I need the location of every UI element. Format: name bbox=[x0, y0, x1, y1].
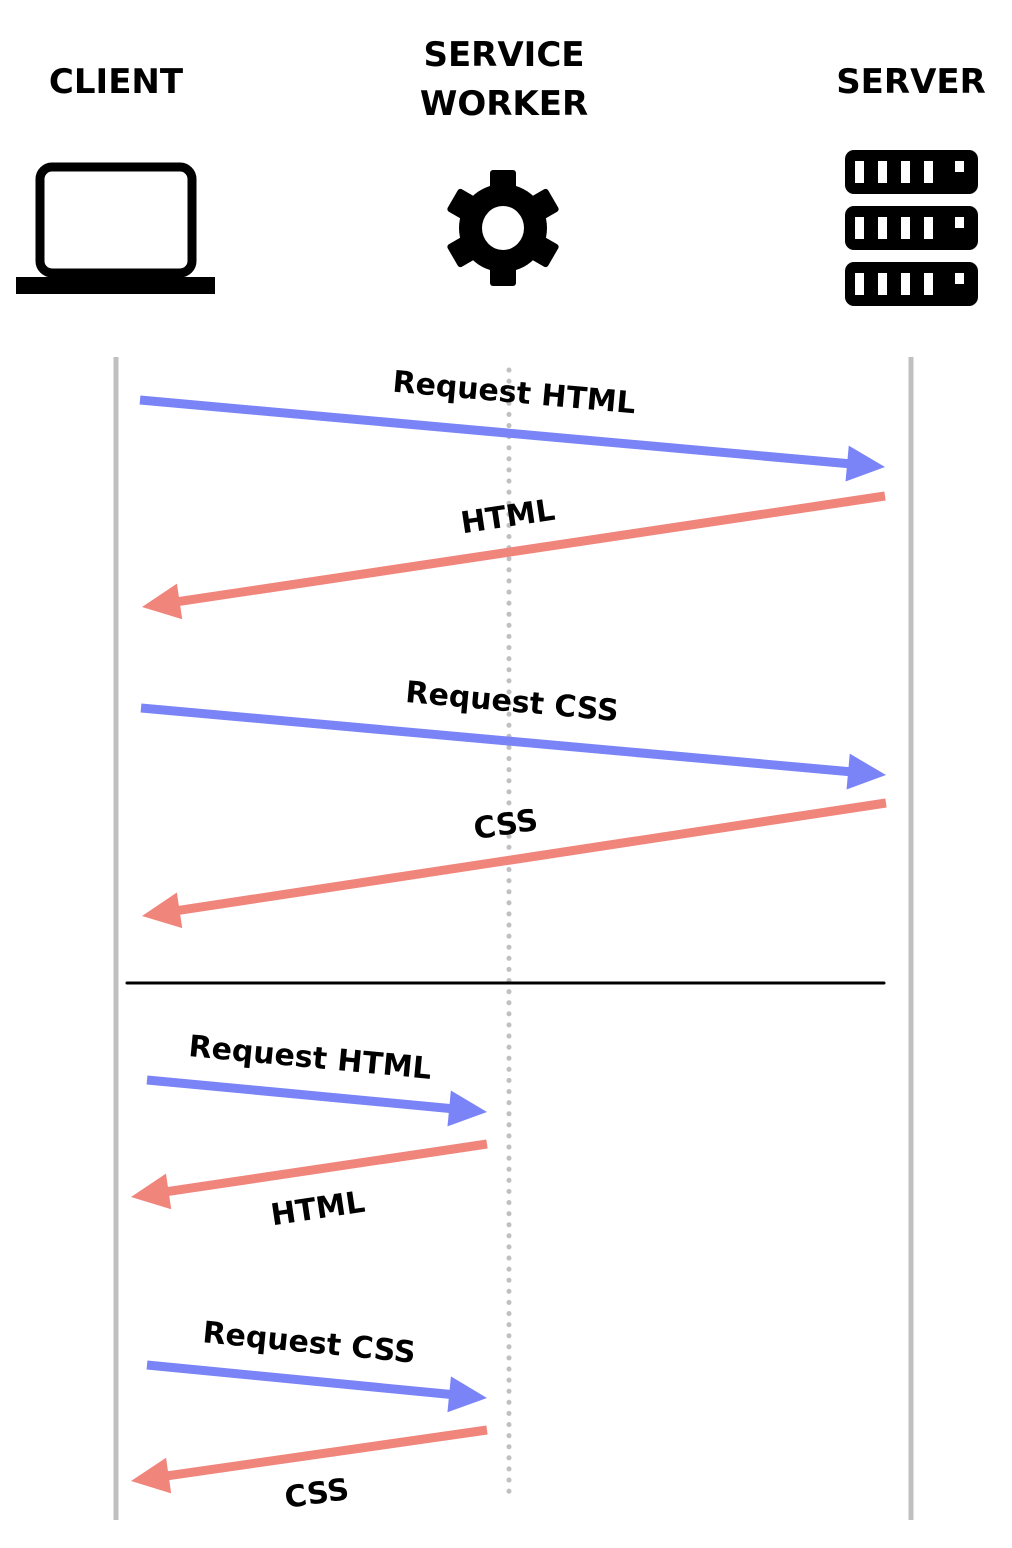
message-request: Request HTML bbox=[146, 1029, 487, 1127]
arrow-shaft bbox=[176, 491, 886, 607]
arrow-shaft bbox=[140, 703, 851, 777]
arrow-shaft bbox=[165, 1425, 488, 1481]
laptop-icon bbox=[16, 162, 215, 294]
message-response: HTML bbox=[131, 1139, 488, 1234]
message-response: HTML bbox=[142, 491, 886, 620]
arrow-shaft bbox=[146, 1075, 452, 1114]
message-response: CSS bbox=[131, 1425, 488, 1516]
arrow-shaft bbox=[146, 1360, 452, 1400]
arrowhead bbox=[845, 445, 885, 482]
message-request: Request CSS bbox=[146, 1315, 487, 1413]
server-unit bbox=[845, 206, 978, 250]
server-unit bbox=[845, 150, 978, 194]
server-unit bbox=[845, 262, 978, 306]
message-label: CSS bbox=[471, 803, 540, 847]
message-label: HTML bbox=[269, 1185, 368, 1234]
server-rack-icon bbox=[845, 150, 978, 306]
arrowhead bbox=[131, 1173, 172, 1210]
gear-icon bbox=[447, 170, 559, 286]
client-header: CLIENT bbox=[49, 62, 184, 102]
arrow-shaft bbox=[176, 798, 887, 916]
arrowhead bbox=[846, 753, 886, 790]
message-request: Request HTML bbox=[139, 365, 885, 482]
arrow-shaft bbox=[139, 395, 850, 469]
arrow-shaft bbox=[165, 1139, 488, 1197]
message-label: Request CSS bbox=[404, 675, 620, 729]
arrowhead bbox=[447, 1090, 487, 1127]
message-label: Request HTML bbox=[187, 1029, 433, 1087]
arrowhead bbox=[131, 1457, 172, 1494]
message-response: CSS bbox=[142, 798, 887, 929]
message-request: Request CSS bbox=[140, 675, 886, 790]
arrowhead bbox=[142, 583, 183, 620]
service-worker-header-line1: SERVICE bbox=[423, 35, 584, 75]
message-label: Request HTML bbox=[391, 365, 637, 422]
message-label: CSS bbox=[282, 1472, 351, 1516]
message-label: Request CSS bbox=[201, 1315, 417, 1370]
service-worker-header-line2: WORKER bbox=[420, 84, 588, 124]
message-label: HTML bbox=[459, 493, 558, 542]
arrowhead bbox=[447, 1376, 487, 1413]
arrowhead bbox=[142, 892, 183, 929]
server-header: SERVER bbox=[836, 62, 986, 102]
